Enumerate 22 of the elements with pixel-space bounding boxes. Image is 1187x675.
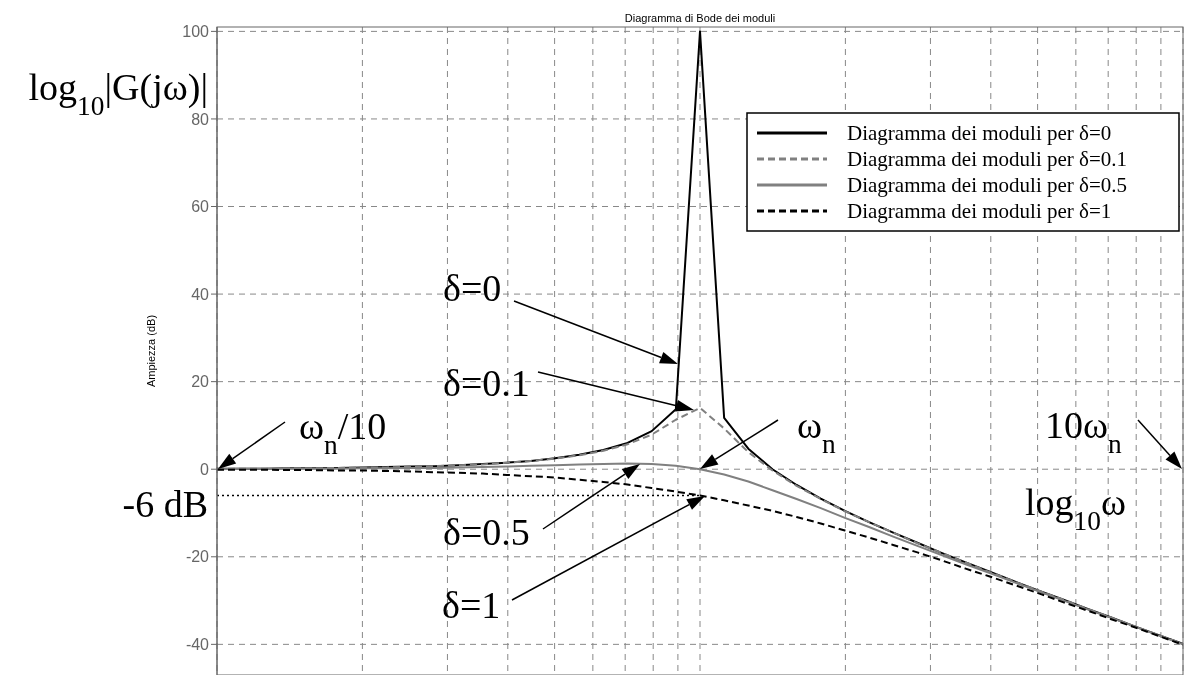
annotation: δ=0.1 xyxy=(443,362,530,404)
x-axis-title: log$_{10}$ω xyxy=(1025,481,1126,536)
legend-label: Diagramma dei moduli per δ=0 xyxy=(847,121,1112,145)
text: -6 dB xyxy=(122,483,208,525)
legend-label: Diagramma dei moduli per δ=0.5 xyxy=(847,173,1128,197)
legend-label: Diagramma dei moduli per δ=1 xyxy=(847,199,1112,223)
annotation: δ=0.5 xyxy=(443,511,530,553)
chart-title: Diagramma di Bode dei moduli xyxy=(624,12,776,24)
y-tick-label: 60 xyxy=(191,198,210,216)
annotation: ω$_{n}$/10 xyxy=(299,405,387,460)
annotation: ω$_{n}$ xyxy=(797,404,837,459)
legend-label: Diagramma dei moduli per δ=0.1 xyxy=(847,147,1128,171)
y-tick-label: 40 xyxy=(191,285,210,303)
y-axis-title: Ampiezza (dB) xyxy=(145,314,157,388)
annotation: δ=0 xyxy=(443,267,502,309)
y-tick-label: 100 xyxy=(182,23,210,41)
y-tick-label: 20 xyxy=(191,373,210,391)
annotation: δ=1 xyxy=(442,584,501,626)
y-tick-label: -20 xyxy=(185,548,210,566)
annotation: 10ω$_{n}$ xyxy=(1045,404,1123,459)
y-tick-label: -40 xyxy=(185,636,210,654)
y-tick-label: 0 xyxy=(200,460,210,478)
